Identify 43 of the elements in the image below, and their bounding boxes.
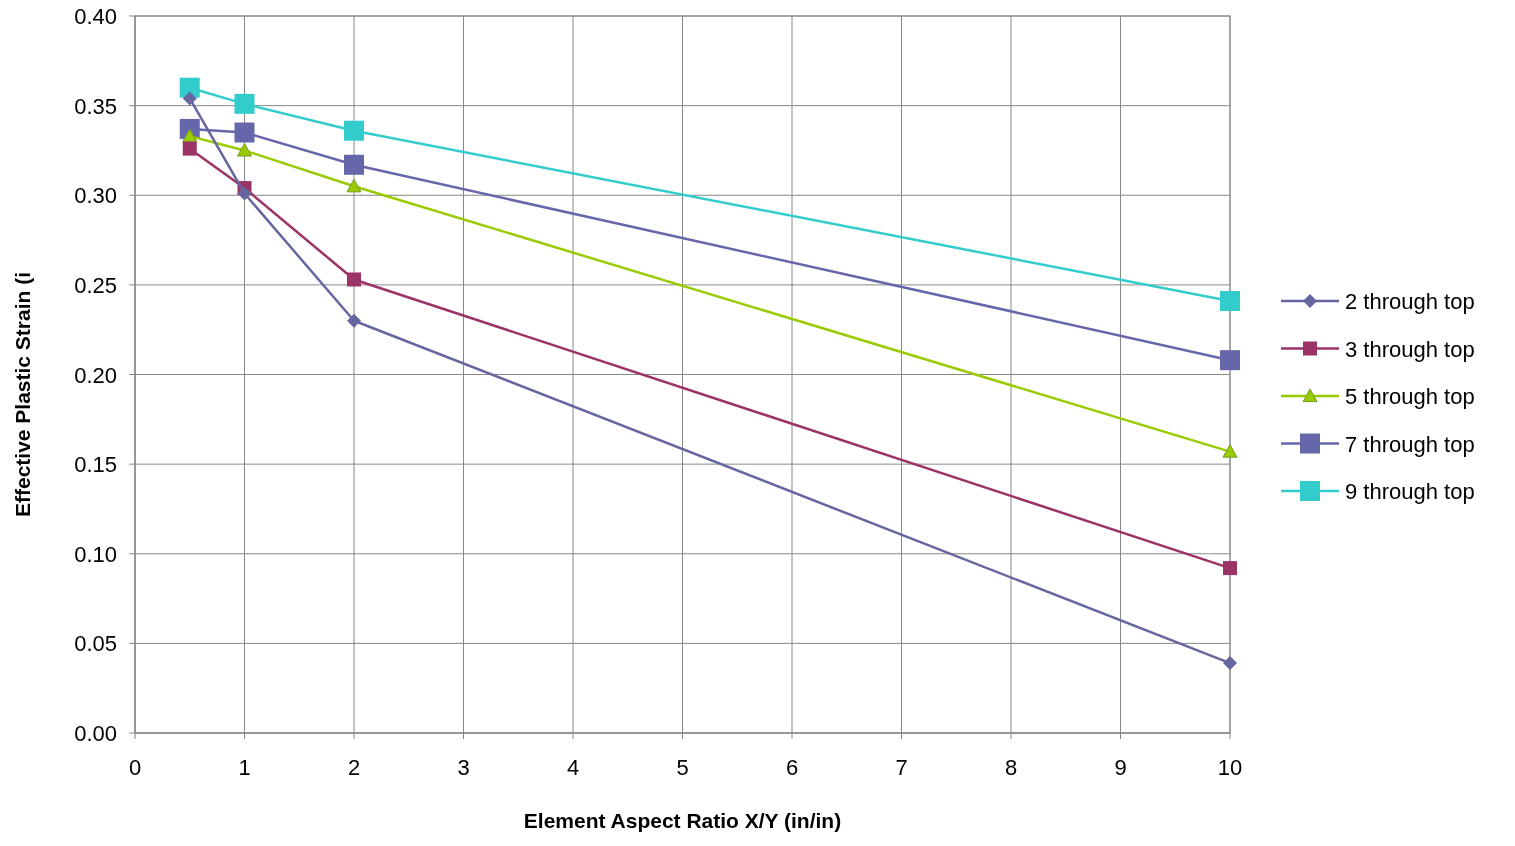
point [344,154,364,175]
point [1220,350,1240,371]
point [1220,291,1240,312]
point [347,272,361,287]
y-tick-label: 0.35 [74,93,117,119]
y-tick-label: 0.30 [74,183,117,209]
point [1223,561,1237,576]
y-tick-label: 0.10 [74,541,117,567]
x-tick-label: 6 [785,755,799,780]
x-tick-label: 8 [1004,755,1018,780]
legend-label: 3 through top [1345,336,1475,362]
point [234,93,255,114]
x-tick-label: 4 [566,755,580,780]
y-tick-label: 0.15 [74,452,117,478]
point [237,142,252,157]
x-tick-label: 10 [1217,755,1243,780]
point [182,91,197,106]
point [182,141,197,156]
y-tick-label: 0.20 [74,362,117,388]
point [1222,444,1238,458]
x-tick-label: 3 [457,755,470,780]
point [237,186,252,201]
x-tick-label: 1 [238,755,251,780]
y-tick-label: 0.40 [74,4,117,29]
y-tick-label: 0.05 [74,631,117,657]
x-tick-label: 7 [895,755,908,780]
legend-label: 5 through top [1345,384,1475,409]
point [346,178,362,193]
y-tick-label: 0.25 [74,272,117,298]
x-axis-title: Element Aspect Ratio X/Y (in/in) [523,809,842,832]
x-tick-label: 5 [676,755,689,780]
point [1223,656,1237,671]
x-tick-label: 0 [128,755,142,780]
x-tick-label: 9 [1114,755,1127,780]
legend-label: 9 through top [1345,479,1475,504]
legend-label: 7 through top [1345,431,1475,457]
point [234,122,255,143]
point [344,120,364,141]
y-tick-label: 0.00 [74,721,117,746]
point [347,313,361,328]
y-axis-title: Effective Plastic Strain (i [11,271,34,518]
legend-label: 2 through top [1345,289,1475,314]
x-tick-label: 2 [347,755,361,780]
